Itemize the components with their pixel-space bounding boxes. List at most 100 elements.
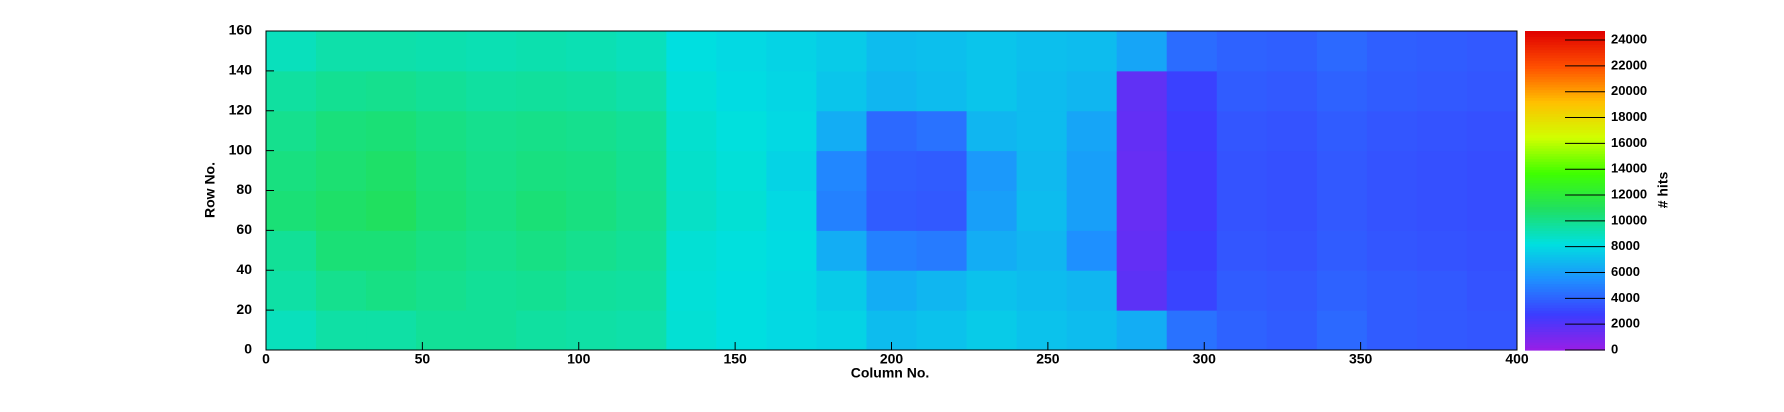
heatmap-cell (416, 190, 467, 231)
heatmap-cell (1316, 310, 1368, 351)
colorbar-segment (1525, 190, 1605, 194)
heatmap-cell (1066, 70, 1118, 112)
x-tick-label: 50 (415, 351, 431, 367)
heatmap-cell (316, 150, 367, 191)
heatmap-cell (1266, 230, 1318, 271)
heatmap-cell (966, 70, 1018, 112)
heatmap-cell (1016, 190, 1068, 231)
x-tick-label: 300 (1193, 351, 1217, 367)
heatmap-cell (866, 31, 918, 72)
heatmap-cell (1166, 270, 1218, 311)
heatmap-cell (1016, 110, 1068, 152)
colorbar-segment (1525, 254, 1605, 258)
colorbar-segment (1525, 299, 1605, 303)
colorbar-segment (1525, 209, 1605, 213)
heatmap-cell (266, 150, 317, 191)
heatmap-cell (266, 190, 317, 231)
heatmap-cell (716, 270, 767, 311)
heatmap-cell (966, 310, 1018, 351)
colorbar-segment (1525, 233, 1605, 237)
colorbar-segment (1525, 264, 1605, 269)
heatmap-cell (966, 270, 1018, 311)
colorbar-tick-label: 12000 (1611, 186, 1647, 201)
heatmap-cell (416, 150, 467, 191)
heatmap-cell (1416, 270, 1468, 311)
y-tick-label: 120 (229, 101, 253, 117)
colorbar-segment (1525, 203, 1605, 208)
heatmap-cell (966, 31, 1018, 72)
colorbar-segment (1525, 110, 1605, 115)
heatmap-cell (416, 70, 467, 112)
heatmap-cell (516, 70, 567, 112)
heatmap-cell (716, 190, 767, 231)
heatmap-cell (766, 70, 817, 112)
heatmap-cell (816, 270, 867, 311)
colorbar-tick-label: 4000 (1611, 290, 1640, 305)
colorbar-segment (1525, 304, 1605, 309)
colorbar-segment (1525, 76, 1605, 80)
heatmap-cell (816, 310, 867, 351)
heatmap-cell (716, 230, 767, 271)
colorbar-segment (1525, 256, 1605, 261)
heatmap-cell (866, 150, 918, 191)
heatmap-cell (816, 190, 867, 231)
colorbar-segment (1525, 126, 1605, 130)
heatmap-cell (566, 310, 617, 351)
colorbar-segment (1525, 270, 1605, 274)
y-tick-label: 0 (244, 341, 252, 357)
heatmap-cell (616, 31, 667, 72)
colorbar-segment (1525, 222, 1605, 226)
heatmap-cell (1016, 31, 1068, 72)
heatmap-cell (516, 150, 567, 191)
colorbar-tick-label: 2000 (1611, 316, 1640, 331)
colorbar-segment (1525, 94, 1605, 99)
colorbar-segment (1525, 230, 1605, 234)
colorbar-tick-label: 22000 (1611, 57, 1647, 72)
heatmap-cell (1466, 70, 1518, 112)
colorbar-segment (1525, 214, 1605, 218)
heatmap-cell (1166, 310, 1218, 351)
heatmap-cell (716, 110, 767, 152)
colorbar-tick-label: 6000 (1611, 264, 1640, 279)
heatmap-cell (1266, 310, 1318, 351)
heatmap-cell (1166, 70, 1218, 112)
colorbar-tick-label: 8000 (1611, 238, 1640, 253)
heatmap-cell (966, 230, 1018, 271)
colorbar-segment (1525, 238, 1605, 242)
colorbar-tick-label: 10000 (1611, 212, 1647, 227)
colorbar-segment (1525, 310, 1605, 314)
heatmap-cell (1116, 230, 1168, 271)
colorbar-segment (1525, 147, 1605, 152)
heatmap-cell (916, 150, 968, 191)
x-tick-label: 400 (1505, 351, 1529, 367)
heatmap-cell (916, 310, 968, 351)
colorbar-tick-label: 18000 (1611, 109, 1647, 124)
colorbar-segment (1525, 339, 1605, 343)
heatmap-cell (1366, 70, 1418, 112)
heatmap-cell (1316, 150, 1368, 191)
heatmap-cell (316, 270, 367, 311)
heatmap-cell (1266, 270, 1318, 311)
heatmap-cell (366, 31, 417, 72)
heatmap-cell (566, 270, 617, 311)
colorbar-segment (1525, 155, 1605, 160)
heatmap-cell (1016, 310, 1068, 351)
heatmap-cell (266, 70, 317, 112)
heatmap-cell (866, 110, 918, 152)
colorbar-segment (1525, 278, 1605, 282)
heatmap-cell (1366, 310, 1418, 351)
colorbar-segment (1525, 312, 1605, 317)
y-tick-label: 40 (236, 261, 252, 277)
heatmap-cell (266, 230, 317, 271)
heatmap-cell (766, 230, 817, 271)
colorbar-segment (1525, 49, 1605, 53)
heatmap-cell (1266, 150, 1318, 191)
heatmap-cell (516, 230, 567, 271)
heatmap-cell (1416, 110, 1468, 152)
colorbar-segment (1525, 315, 1605, 319)
heatmap-cell (1166, 190, 1218, 231)
colorbar-segment (1525, 174, 1605, 178)
colorbar-segment (1525, 283, 1605, 287)
heatmap-cell (1316, 270, 1368, 311)
heatmap-cell (466, 70, 517, 112)
